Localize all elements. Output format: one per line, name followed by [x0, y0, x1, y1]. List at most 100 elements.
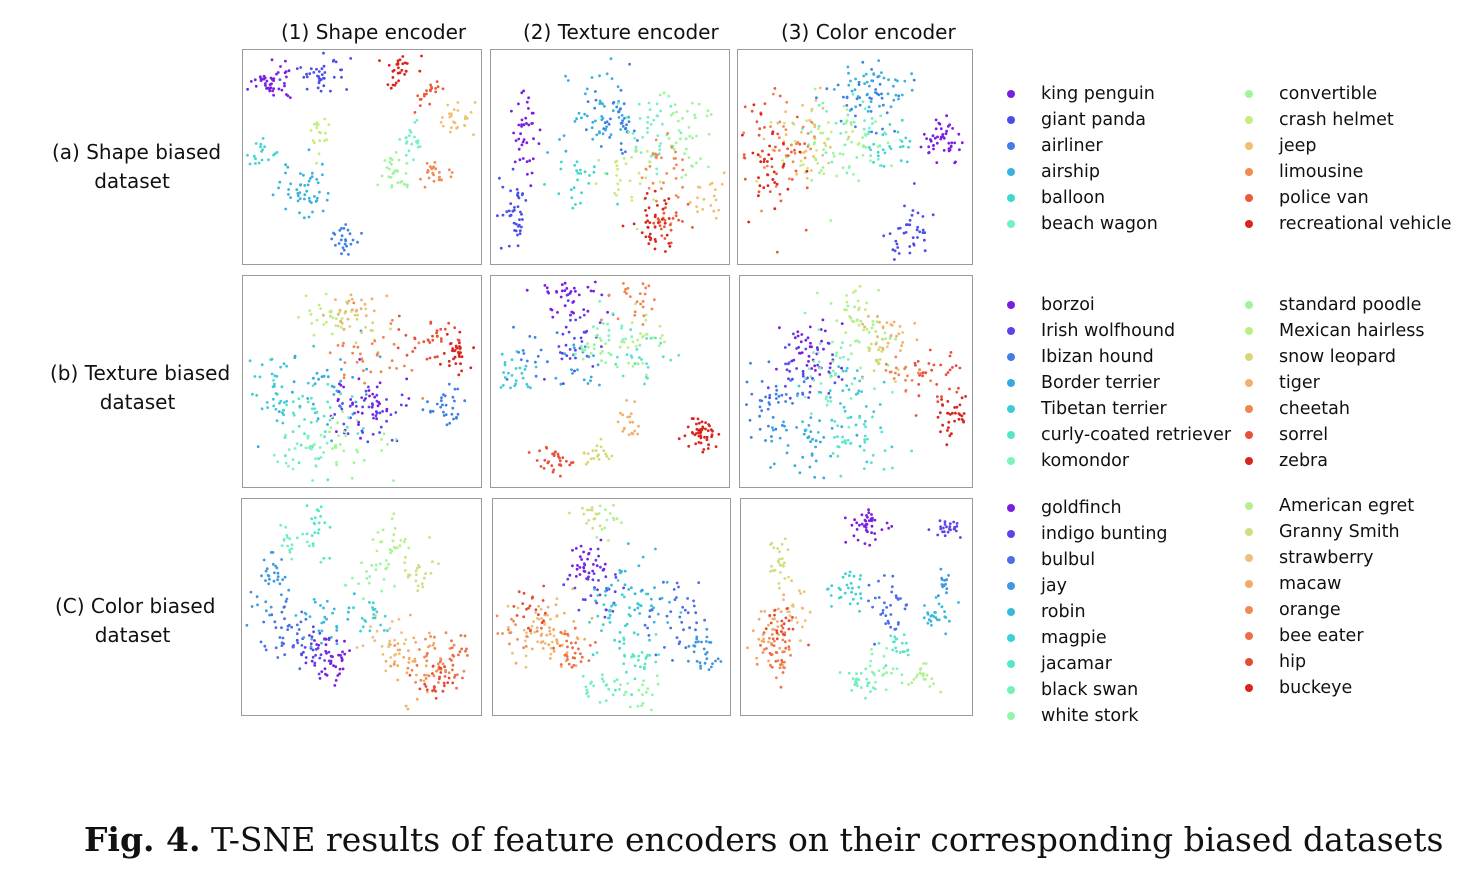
legend-marker	[1245, 142, 1253, 150]
caption-label: Fig. 4.	[84, 820, 201, 859]
row-header-line1: (a) Shape biased	[52, 140, 222, 164]
legend-marker	[1007, 194, 1015, 202]
legend-marker	[1245, 457, 1253, 465]
tsne-panel-shape-dataset-texture-encoder	[490, 49, 730, 265]
column-header-shape-encoder: (1) Shape encoder	[281, 20, 467, 44]
legend-marker	[1245, 405, 1253, 413]
legend-marker	[1245, 168, 1253, 176]
legend-marker	[1007, 660, 1015, 668]
column-header-texture-encoder: (2) Texture encoder	[523, 20, 719, 44]
tsne-scatter	[245, 504, 469, 711]
legend-marker	[1245, 606, 1253, 614]
row-header-line2: dataset	[99, 390, 176, 414]
legend-marker	[1007, 608, 1015, 616]
legend-marker	[1245, 528, 1253, 536]
legend-label: robin	[1041, 602, 1086, 622]
legend-label: police van	[1279, 188, 1369, 208]
legend-label: jay	[1041, 576, 1067, 596]
tsne-scatter	[499, 280, 721, 478]
legend-label: convertible	[1279, 84, 1378, 104]
legend-label: Granny Smith	[1279, 522, 1400, 542]
legend-marker	[1007, 168, 1015, 176]
tsne-scatter	[496, 57, 726, 253]
tsne-panel-shape-dataset-shape-encoder	[242, 49, 482, 265]
legend-label: borzoi	[1041, 295, 1095, 315]
legend-label: Ibizan hound	[1041, 347, 1154, 367]
tsne-panel-texture-dataset-color-encoder	[739, 275, 973, 488]
legend-label: bulbul	[1041, 550, 1096, 570]
legend-marker	[1245, 431, 1253, 439]
figure-caption: Fig. 4. T-SNE results of feature encoder…	[84, 820, 1443, 859]
legend-label: tiger	[1279, 373, 1320, 393]
legend-marker	[1007, 327, 1015, 335]
row-header-shape-biased: (a) Shape biased dataset	[52, 138, 222, 196]
tsne-scatter	[246, 51, 477, 256]
legend-label: bee eater	[1279, 626, 1364, 646]
tsne-panel-shape-dataset-color-encoder	[737, 49, 973, 265]
legend-label: king penguin	[1041, 84, 1155, 104]
legend-marker	[1007, 220, 1015, 228]
tsne-scatter	[248, 292, 475, 482]
row-header-color-biased: (C) Color biased dataset	[55, 592, 216, 650]
tsne-scatter	[741, 59, 964, 261]
legend-marker	[1245, 632, 1253, 640]
legend-label: zebra	[1279, 451, 1328, 471]
legend-label: magpie	[1041, 628, 1107, 648]
row-header-line2: dataset	[94, 623, 171, 647]
tsne-scatter	[495, 503, 723, 712]
legend-label: airship	[1041, 162, 1100, 182]
row-header-line2: dataset	[94, 169, 170, 193]
legend-label: orange	[1279, 600, 1341, 620]
caption-text: T-SNE results of feature encoders on the…	[200, 820, 1444, 859]
legend-marker	[1245, 327, 1253, 335]
legend-label: balloon	[1041, 188, 1106, 208]
legend-marker	[1007, 353, 1015, 361]
legend-label: buckeye	[1279, 678, 1353, 698]
legend-marker	[1007, 530, 1015, 538]
legend-marker	[1007, 634, 1015, 642]
legend-label: cheetah	[1279, 399, 1350, 419]
legend-label: airliner	[1041, 136, 1103, 156]
legend-label: giant panda	[1041, 110, 1146, 130]
tsne-panel-color-dataset-texture-encoder	[492, 498, 731, 716]
legend-label: curly-coated retriever	[1041, 425, 1232, 445]
legend-marker	[1245, 580, 1253, 588]
legend-marker	[1007, 457, 1015, 465]
legend-marker	[1007, 686, 1015, 694]
legend-marker	[1245, 116, 1253, 124]
legend-label: crash helmet	[1279, 110, 1394, 130]
tsne-panel-texture-dataset-shape-encoder	[242, 275, 482, 488]
legend-marker	[1007, 301, 1015, 309]
tsne-scatter	[746, 508, 962, 700]
legend-label: jeep	[1279, 136, 1317, 156]
legend-marker	[1007, 90, 1015, 98]
row-header-line1: (C) Color biased	[55, 594, 216, 618]
legend-label: indigo bunting	[1041, 524, 1168, 544]
legend-marker	[1007, 116, 1015, 124]
legend-marker	[1245, 194, 1253, 202]
legend-marker	[1007, 556, 1015, 564]
column-header-color-encoder: (3) Color encoder	[781, 20, 956, 44]
legend-label: black swan	[1041, 680, 1139, 700]
legend-marker	[1245, 554, 1253, 562]
legend-label: macaw	[1279, 574, 1342, 594]
legend-label: American egret	[1279, 496, 1415, 516]
legend-label: standard poodle	[1279, 295, 1422, 315]
legend-label: Mexican hairless	[1279, 321, 1425, 341]
legend-marker	[1245, 658, 1253, 666]
legend-label: jacamar	[1041, 654, 1112, 674]
legend-label: limousine	[1279, 162, 1364, 182]
legend-marker	[1245, 502, 1253, 510]
legend-label: recreational vehicle	[1279, 214, 1452, 234]
tsne-panel-color-dataset-color-encoder	[740, 498, 973, 716]
legend-marker	[1245, 220, 1253, 228]
legend-marker	[1007, 504, 1015, 512]
legend-marker	[1245, 353, 1253, 361]
legend-label: hip	[1279, 652, 1307, 672]
tsne-panel-color-dataset-shape-encoder	[241, 498, 482, 716]
legend-label: Tibetan terrier	[1041, 399, 1167, 419]
legend-marker	[1007, 379, 1015, 387]
legend-label: komondor	[1041, 451, 1130, 471]
legend-label: Border terrier	[1041, 373, 1160, 393]
legend-marker	[1245, 301, 1253, 309]
